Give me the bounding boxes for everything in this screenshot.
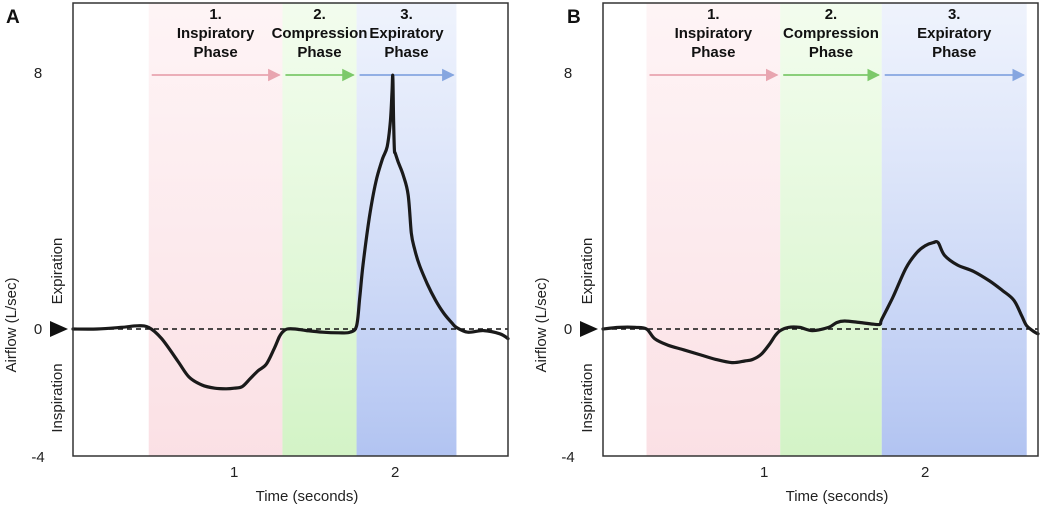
- phase-band-expiratory: [356, 3, 457, 456]
- y-region-label-expiration: Expiration: [579, 238, 596, 305]
- panel-b: B 1. Inspiratory Phase 2. Compression Phase 3.…: [533, 2, 1040, 505]
- y-region-label-inspiration: Inspiration: [579, 363, 596, 432]
- phase-labels: 1. Inspiratory Phase 2. Compression Phase 3. Ex…: [675, 6, 992, 61]
- phase-band-compression: [282, 3, 357, 456]
- y-tick-label: 8: [34, 65, 42, 82]
- baseline-arrow-marker: [50, 321, 68, 337]
- phase-band-inspiratory: [646, 3, 781, 456]
- x-tick-label: 1: [760, 464, 768, 481]
- airflow-trace: [71, 73, 510, 391]
- phase-label-inspiratory: 1. Inspiratory Phase: [675, 6, 753, 61]
- panel-letter-b: B: [567, 7, 581, 28]
- y-tick-labels: -4 0 8: [561, 65, 574, 466]
- x-axis-title: Time (seconds): [256, 488, 359, 505]
- phase-label-expiratory: 3. Expiratory Phase: [917, 6, 992, 61]
- x-tick-label: 2: [391, 464, 399, 481]
- airflow-trace: [601, 239, 1040, 365]
- y-axis-title: Airflow (L/sec): [3, 277, 20, 372]
- y-tick-label: -4: [561, 449, 574, 466]
- phase-label-inspiratory: 1. Inspiratory Phase: [177, 6, 255, 61]
- plot-frame: [72, 2, 509, 457]
- y-axis-title: Airflow (L/sec): [533, 277, 550, 372]
- y-region-label-expiration: Expiration: [49, 238, 66, 305]
- y-tick-labels: -4 0 8: [31, 65, 44, 466]
- y-region-label-inspiration: Inspiration: [49, 363, 66, 432]
- y-tick-label: 0: [564, 321, 572, 338]
- phase-bands: [646, 3, 1027, 456]
- phase-label-expiratory: 3. Expiratory Phase: [369, 6, 444, 61]
- phase-band-expiratory: [881, 3, 1027, 456]
- baseline-arrow-marker: [580, 321, 598, 337]
- x-tick-label: 2: [921, 464, 929, 481]
- y-tick-label: 0: [34, 321, 42, 338]
- phase-label-compression: 2. Compression Phase: [783, 6, 879, 61]
- x-tick-label: 1: [230, 464, 238, 481]
- y-tick-label: -4: [31, 449, 44, 466]
- y-tick-label: 8: [564, 65, 572, 82]
- phase-band-inspiratory: [148, 3, 283, 456]
- x-axis-title: Time (seconds): [786, 488, 889, 505]
- panel-letter-a: A: [6, 7, 20, 28]
- phase-band-compression: [780, 3, 882, 456]
- panel-a: A 1. Inspiratory Phase 2. Compression Phase3.…: [3, 2, 510, 505]
- plot-frame: [602, 2, 1039, 457]
- phase-label-compression: 2. Compression Phase: [272, 6, 368, 61]
